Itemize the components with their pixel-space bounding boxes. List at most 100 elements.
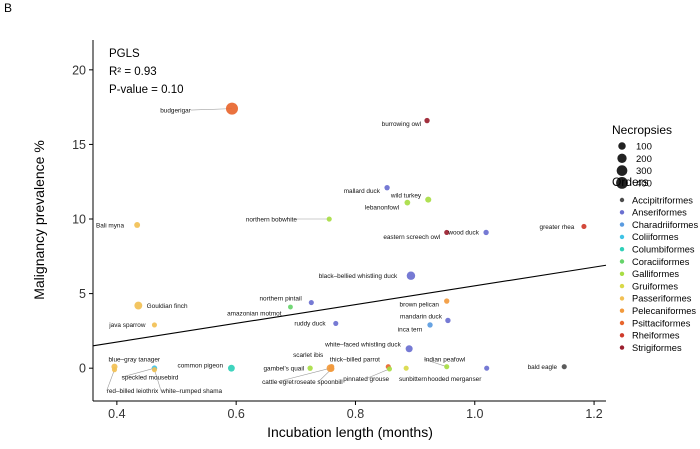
order-legend-label: Rheiformes [632,331,680,341]
order-legend-dot [619,259,625,264]
data-point [483,229,489,236]
point-label: speckled mousebird [122,374,179,381]
point-label: greater rhea [540,224,575,231]
size-legend-label: 300 [636,166,652,177]
y-axis-title: Malignancy prevalence % [31,140,47,300]
data-point [288,304,293,310]
stats-annotation: PGLS R² = 0.93 P-value = 0.10 [109,48,183,96]
data-point [225,102,238,115]
point-label: wild turkey [390,192,422,199]
point-label: hooded merganser [428,376,483,383]
y-tick-label: 20 [72,63,86,77]
point-label: roseate spoonbill [294,379,342,386]
data-point [427,322,433,328]
label-connector [277,367,331,382]
point-label: red–billed leiothrix [107,388,159,395]
order-legend-title: Orders [612,175,649,189]
point-labels: budgerigar burrowing owl mallard duck wild … [96,107,575,394]
y-tick-label: 0 [79,362,86,376]
data-point [333,320,339,326]
data-point [227,364,235,372]
label-connector [121,367,155,378]
order-legend-dot [619,197,625,203]
label-connector [154,369,162,391]
label-connector [423,358,447,367]
point-label: mandarin duck [400,313,443,320]
size-legend-dot [616,165,628,176]
order-legend-label: Passeriformes [632,294,692,304]
point-label: thick–billed parrot [330,357,380,364]
point-label: Gouldian finch [147,303,188,310]
data-point [308,299,314,306]
order-legend-dot [619,234,625,240]
data-point [424,117,430,124]
data-point [581,223,587,230]
point-label: ruddy duck [294,321,326,328]
order-legend-label: Pelecaniformes [632,306,696,316]
plot-panel: 0 5 10 15 20 0.4 0.6 0.8 1.0 1.2 budgerigar burro… [72,40,607,421]
point-label: sunbittern [399,376,428,383]
data-point [326,216,332,222]
order-legend: Orders Accipitriformes Anseriformes Charad… [612,175,698,353]
label-connector [366,368,390,379]
data-point [384,185,390,191]
x-tick-label: 1.0 [466,407,483,421]
order-legend-dot [619,308,625,313]
data-point [403,365,409,371]
point-label: gambel's quail [264,365,305,372]
y-tick-label: 15 [72,138,86,152]
size-legend-dot [617,153,627,163]
size-legend-label: 200 [636,154,652,165]
data-point [386,366,393,372]
size-legend-label: 400 [636,178,652,189]
order-legend-label: Coraciiformes [632,257,690,267]
data-points [111,102,587,373]
point-label: cattle egret [262,379,294,386]
label-connector [190,108,232,111]
data-point [134,301,143,310]
order-legend-label: Anseriformes [632,208,687,218]
point-label: wood duck [447,230,479,237]
order-legend-dot [619,210,625,215]
regression-line [92,264,607,347]
data-point [151,367,158,373]
data-point [406,271,416,280]
data-point [444,364,450,370]
data-point [404,199,411,206]
point-label: burrowing owl [382,121,421,128]
data-point [307,365,313,371]
point-label: mallard duck [344,188,381,195]
point-label: amazonian motmot [227,310,282,317]
order-legend-items: Accipitriformes Anseriformes Charadriiform… [619,195,698,353]
data-point [328,366,335,372]
order-legend-label: Strigiformes [632,343,682,353]
data-point [425,196,432,203]
point-label: bald eagle [528,364,558,371]
order-legend-label: Charadriiformes [632,220,698,230]
stats-method: PGLS [109,48,140,60]
order-legend-dot [619,345,625,350]
order-legend-dot [619,320,625,326]
point-label: inca tern [398,327,423,334]
panel-label: B [4,1,12,15]
point-label: blue–gray tanager [109,357,161,364]
order-legend-label: Psittaciformes [632,318,691,328]
x-axis-title: Incubation length (months) [267,424,433,440]
point-label: black–bellied whistling duck [319,273,398,280]
data-point [405,345,413,353]
stats-p-value: P-value = 0.10 [109,84,183,96]
point-label: scarlet ibis [293,352,323,359]
x-tick-label: 0.8 [347,407,364,421]
order-legend-dot [619,271,625,276]
point-label: Bali myna [96,222,125,229]
y-tick-label: 5 [79,287,86,301]
point-label: Indian peafowl [424,357,465,364]
stats-r2: R² = 0.93 [109,66,157,78]
point-label: northern bobwhite [246,216,298,223]
label-connector [106,369,115,391]
size-legend-dot [616,177,628,189]
point-label: northern pintail [259,295,301,302]
